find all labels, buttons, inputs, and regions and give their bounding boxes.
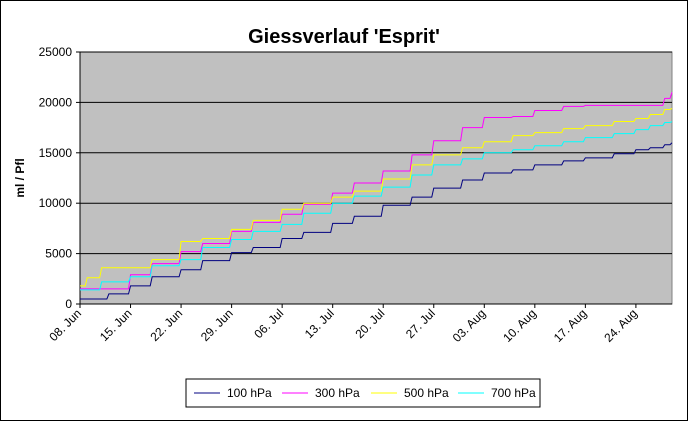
x-axis-ticks: 08. Jun 15. Jun 22. Jun 29. Jun 06. Jul 13. J… (46, 303, 672, 345)
legend-label: 500 hPa (404, 386, 449, 400)
y-tick-label: 15000 (39, 146, 73, 160)
x-tick-label: 24. Aug (601, 306, 640, 345)
legend-label: 100 hPa (227, 386, 272, 400)
x-tick-label: 17. Aug (551, 306, 590, 345)
y-tick-label: 0 (65, 297, 72, 311)
legend-box (185, 378, 541, 408)
y-axis-ticks: 0 5000 10000 15000 20000 25000 (39, 45, 81, 311)
chart-title: Giessverlauf 'Esprit' (248, 26, 440, 48)
y-axis-label: ml / Pfl (13, 158, 27, 197)
series-line (80, 108, 673, 287)
x-tick-label: 03. Aug (450, 306, 489, 345)
x-tick-label: 22. Jun (147, 306, 185, 344)
y-tick-label: 5000 (45, 247, 72, 261)
series-lines (80, 92, 673, 300)
series-line (80, 142, 673, 300)
y-tick-label: 20000 (39, 95, 73, 109)
series-line (80, 92, 673, 290)
x-tick-label: 29. Jun (198, 306, 236, 344)
x-tick-label: 13. Jul (302, 306, 337, 341)
y-tick-label: 10000 (39, 196, 73, 210)
x-tick-label: 20. Jul (352, 306, 387, 341)
legend-label: 700 hPa (491, 386, 536, 400)
x-tick-label: 27. Jul (403, 306, 438, 341)
x-tick-label: 06. Jul (251, 306, 286, 341)
gridlines (80, 51, 672, 255)
plot-area (79, 51, 673, 305)
y-tick-label: 25000 (39, 45, 73, 59)
legend-label: 300 hPa (315, 386, 360, 400)
series-line (80, 121, 673, 291)
legend: 100 hPa 300 hPa 500 hPa 700 hPa (194, 386, 536, 400)
x-tick-label: 10. Aug (500, 306, 539, 345)
x-tick-label: 15. Jun (97, 306, 135, 344)
x-tick-label: 08. Jun (46, 306, 84, 344)
